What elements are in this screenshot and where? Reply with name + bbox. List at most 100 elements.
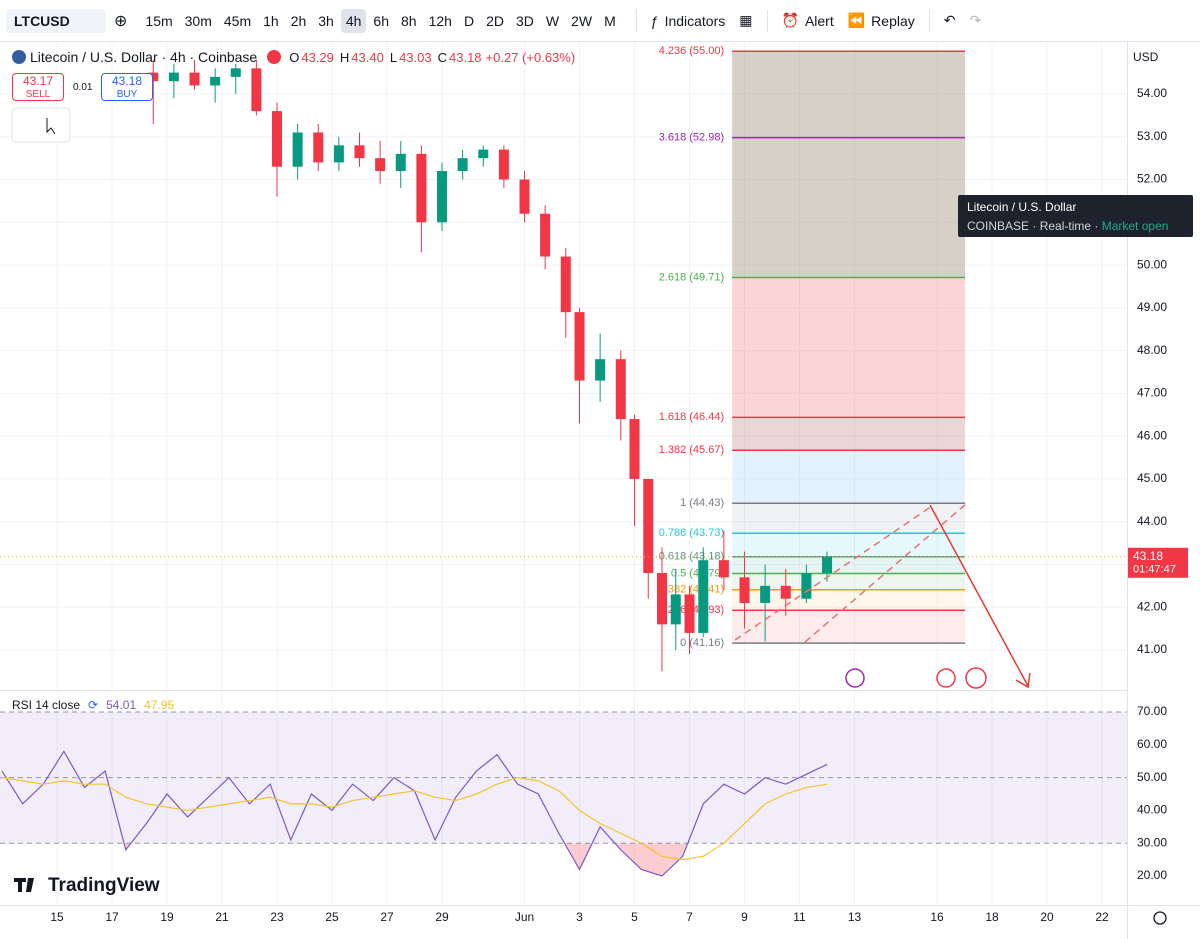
ohlc: O 43.29 H 43.40 L 43.03 C 43.18 (285, 50, 481, 65)
candle-body (615, 359, 626, 420)
tooltip-exchange: COINBASE (967, 219, 1030, 233)
tooltip-status: Market open (1101, 219, 1169, 233)
last-price-tag (1128, 547, 1188, 578)
interval[interactable]: 15m (145, 12, 173, 29)
fib-zone (732, 610, 966, 644)
event-icon[interactable] (845, 668, 865, 688)
interval[interactable]: 2W (571, 12, 593, 29)
settings-icon[interactable] (1153, 911, 1167, 925)
indicators-button[interactable]: ƒ Indicators (651, 13, 726, 29)
interval[interactable]: 30m (184, 12, 212, 29)
label: Indicators (664, 12, 726, 29)
interval[interactable]: D (463, 12, 475, 29)
arrow-head (1015, 672, 1031, 689)
y-tick-label: 44.00 (1137, 514, 1167, 528)
fib-zone (732, 556, 966, 574)
buy-price: 43.18 (111, 74, 143, 88)
rsi-legend: RSI 14 close ⟳ 54.01 47.95 (12, 698, 174, 712)
rsi-ma-line (1, 776, 828, 861)
sell-button[interactable]: 43.17 SELL (12, 73, 64, 101)
y-tick-label: 46.00 (1137, 428, 1167, 442)
candle-body (375, 158, 386, 171)
candle-body (168, 72, 179, 82)
buy-label: BUY (116, 89, 138, 100)
fib-label: 0.618 (43.18) (659, 551, 724, 563)
y-tick-label: 50.00 (1137, 257, 1167, 271)
interval[interactable]: 3h (318, 12, 334, 29)
symbol[interactable]: LTCUSD (6, 8, 106, 33)
interval[interactable]: 1h (263, 12, 279, 29)
separator (766, 9, 768, 32)
x-tick-label: 20 (1040, 910, 1054, 924)
interval[interactable]: 8h (401, 12, 417, 29)
candle-body (540, 213, 551, 257)
interval[interactable]: 4h (340, 8, 367, 33)
fib-zone (732, 137, 966, 278)
currency[interactable]: USD (1133, 50, 1159, 64)
y-tick-label: 41.00 (1137, 642, 1167, 656)
x-tick-label: 16 (930, 910, 944, 924)
candle-body (457, 158, 468, 171)
alert-button[interactable]: ⏰ Alert (782, 12, 834, 29)
buy-button[interactable]: 43.18 BUY (101, 73, 153, 101)
candle-body (684, 594, 695, 633)
candle-body (498, 149, 509, 180)
y-tick-label: 47.00 (1137, 386, 1167, 400)
y-tick-label: 48.00 (1137, 343, 1167, 357)
ohlc-key: H (339, 49, 350, 65)
redo-button[interactable]: ↷ (969, 12, 982, 28)
icon: ⏰ (781, 12, 799, 28)
fib-zone (732, 533, 966, 557)
fib-zone (732, 450, 966, 504)
fib-zone (732, 51, 966, 138)
layout-button[interactable]: ▦ (739, 12, 753, 28)
fib-label: 1.618 (46.44) (659, 411, 724, 423)
interval[interactable]: M (604, 12, 616, 29)
channel-line[interactable] (734, 505, 933, 641)
icon: ƒ (650, 12, 659, 29)
interval[interactable]: 2h (290, 12, 307, 29)
event-icon[interactable] (965, 667, 987, 689)
replay-button[interactable]: ⏪ Replay (848, 12, 915, 29)
interval[interactable]: 6h (373, 12, 389, 29)
y-tick-label: 45.00 (1137, 471, 1167, 485)
x-tick-label: 23 (270, 910, 284, 924)
x-tick-label: 17 (105, 910, 119, 924)
fib-label: 0.5 (42.79) (671, 567, 724, 579)
fib-zone (732, 277, 966, 418)
logo: TradingView (48, 875, 160, 896)
candle-body (780, 585, 791, 599)
candle-body (760, 585, 771, 603)
ohlc-value: 43.18 (449, 49, 482, 65)
x-tick-label: 7 (686, 910, 693, 924)
fib-label: 0.382 (42.41) (659, 584, 724, 596)
y-tick-label: 30.00 (1137, 835, 1167, 849)
cursor-icon[interactable] (46, 118, 56, 135)
candle-body (478, 149, 489, 159)
interval[interactable]: 3D (515, 12, 534, 29)
undo-button[interactable]: ↶ (943, 12, 956, 28)
candle-body (574, 312, 585, 381)
event-icon[interactable] (936, 668, 956, 688)
candle-body (333, 145, 344, 163)
interval[interactable]: 45m (223, 12, 252, 29)
fib-label: 2.618 (49.71) (659, 271, 724, 283)
candle-body (739, 577, 750, 603)
add-symbol[interactable]: ⊕ (114, 12, 128, 30)
x-tick-label: 3 (576, 910, 583, 924)
candle-body (395, 153, 406, 171)
interval[interactable]: 12h (428, 12, 452, 29)
spread: 0.01 (73, 82, 93, 93)
x-tick-label: 21 (215, 910, 229, 924)
ohlc-key: L (389, 49, 398, 65)
ohlc-value: 43.29 (301, 49, 334, 65)
intervals: 15m 30m 45m 1h 2h 3h 4h 6h 8h 12h D 2D 3D W 2W M (139, 8, 621, 33)
arrow-line[interactable] (929, 504, 1029, 687)
ohlc-value: 43.03 (399, 49, 432, 65)
interval[interactable]: W (545, 12, 560, 29)
interval[interactable]: 2D (486, 12, 504, 29)
candle-body (801, 573, 812, 599)
x-tick-label: 9 (741, 910, 748, 924)
